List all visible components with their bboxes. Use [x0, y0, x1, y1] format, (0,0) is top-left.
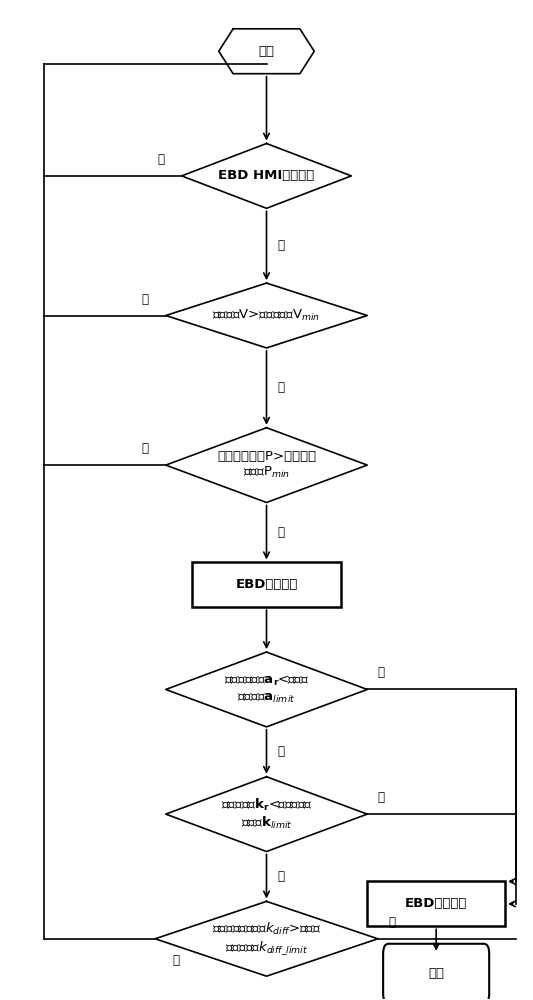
- Text: 前后轮滑移率差值$k_{diff}$>滑移率
差值门限值$k_{diff\_limit}$: 前后轮滑移率差值$k_{diff}$>滑移率 差值门限值$k_{diff\_li…: [212, 921, 321, 957]
- Text: 否: 否: [277, 745, 284, 758]
- Text: 否: 否: [277, 870, 284, 883]
- Text: 结束: 结束: [428, 967, 444, 980]
- Text: 是: 是: [389, 916, 395, 929]
- Text: 否: 否: [141, 442, 148, 455]
- Text: 是: 是: [277, 239, 284, 252]
- Text: 是: 是: [378, 791, 385, 804]
- Bar: [192, 562, 341, 607]
- Text: EBD动作触发: EBD动作触发: [405, 897, 467, 910]
- Text: 是: 是: [277, 526, 284, 539]
- Text: 主缸制动压力P>制动压力
门限值P$_{min}$: 主缸制动压力P>制动压力 门限值P$_{min}$: [217, 450, 316, 480]
- Text: 参考车速V>车速门限值V$_{min}$: 参考车速V>车速门限值V$_{min}$: [213, 308, 320, 323]
- Text: 后轮轮加速度$\mathbf{a_r}$<轮加速
度门限值$\mathbf{a}_{limit}$: 后轮轮加速度$\mathbf{a_r}$<轮加速 度门限值$\mathbf{a}…: [224, 674, 309, 705]
- Text: 否: 否: [173, 954, 180, 967]
- Text: 是: 是: [277, 381, 284, 394]
- Text: 后轮滑移率$\mathbf{k_r}$<车轮滑移率
门限值$\mathbf{k}_{limit}$: 后轮滑移率$\mathbf{k_r}$<车轮滑移率 门限值$\mathbf{k}…: [221, 797, 312, 831]
- Text: 是: 是: [378, 667, 385, 680]
- Text: 否: 否: [141, 293, 148, 306]
- Text: EBD功能激活: EBD功能激活: [235, 578, 298, 591]
- Bar: [367, 881, 505, 926]
- Text: 否: 否: [157, 153, 164, 166]
- Text: EBD HMI按钮开启: EBD HMI按钮开启: [219, 169, 314, 182]
- Text: 开始: 开始: [259, 45, 274, 58]
